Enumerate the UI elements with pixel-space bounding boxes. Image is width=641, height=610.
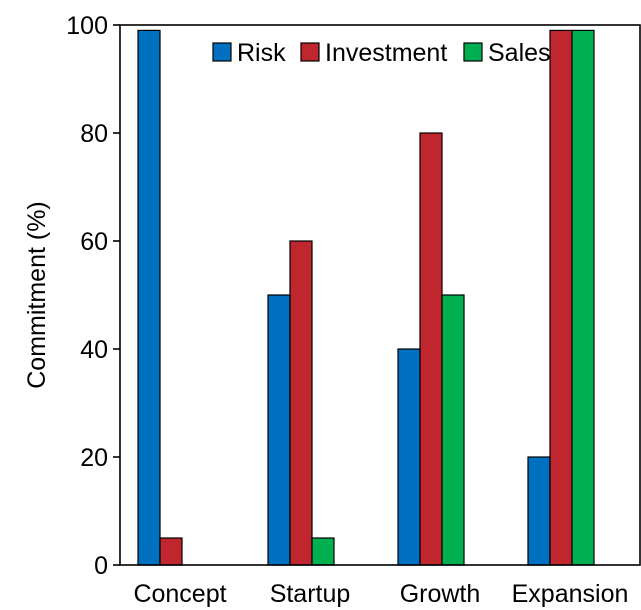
legend-swatch-sales bbox=[463, 42, 483, 62]
bars-layer bbox=[137, 29, 595, 566]
bar-investment-expansion bbox=[549, 29, 573, 566]
bar-sales-growth bbox=[441, 294, 465, 566]
plot-frame bbox=[119, 24, 641, 566]
bar-investment-concept bbox=[159, 537, 183, 566]
y-axis: 0 20 40 60 80 100 bbox=[66, 12, 120, 580]
legend-label-investment: Investment bbox=[325, 39, 447, 67]
y-tick-label: 100 bbox=[66, 12, 108, 40]
x-tick-label-concept: Concept bbox=[133, 580, 226, 608]
y-tick-label: 40 bbox=[80, 336, 108, 364]
bar-investment-growth bbox=[419, 132, 443, 566]
bar-risk-concept bbox=[137, 29, 161, 566]
legend-label-risk: Risk bbox=[237, 39, 286, 67]
x-tick-label-expansion: Expansion bbox=[512, 580, 629, 608]
bar-risk-startup bbox=[267, 294, 291, 566]
x-axis: Concept Startup Growth Expansion bbox=[133, 580, 628, 608]
x-tick-label-startup: Startup bbox=[270, 580, 351, 608]
y-tick-label: 80 bbox=[80, 120, 108, 148]
legend-label-sales: Sales bbox=[488, 39, 551, 67]
bar-sales-expansion bbox=[571, 29, 595, 566]
x-tick-label-growth: Growth bbox=[400, 580, 481, 608]
bar-risk-expansion bbox=[527, 456, 551, 566]
legend-swatch-investment bbox=[300, 42, 320, 62]
y-tick-label: 0 bbox=[94, 552, 108, 580]
y-tick-label: 20 bbox=[80, 444, 108, 472]
bar-sales-startup bbox=[311, 537, 335, 566]
bar-investment-startup bbox=[289, 240, 313, 566]
legend: Risk Investment Sales bbox=[212, 39, 551, 67]
y-tick-label: 60 bbox=[80, 228, 108, 256]
y-axis-title: Commitment (%) bbox=[23, 201, 51, 389]
legend-swatch-risk bbox=[212, 42, 232, 62]
bar-risk-growth bbox=[397, 348, 421, 566]
